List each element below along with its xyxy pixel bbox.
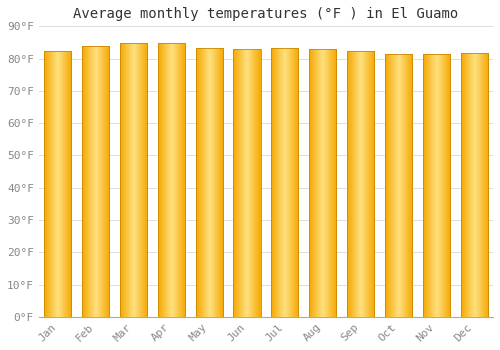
Bar [271,48,298,317]
Bar [44,51,72,317]
Bar [460,53,488,317]
Title: Average monthly temperatures (°F ) in El Guamo: Average monthly temperatures (°F ) in El… [74,7,458,21]
Bar [347,51,374,317]
Bar [422,54,450,317]
Bar [120,43,147,317]
Bar [158,43,185,317]
Bar [82,46,109,317]
Bar [234,49,260,317]
Bar [385,54,412,317]
Bar [196,48,223,317]
Bar [309,49,336,317]
